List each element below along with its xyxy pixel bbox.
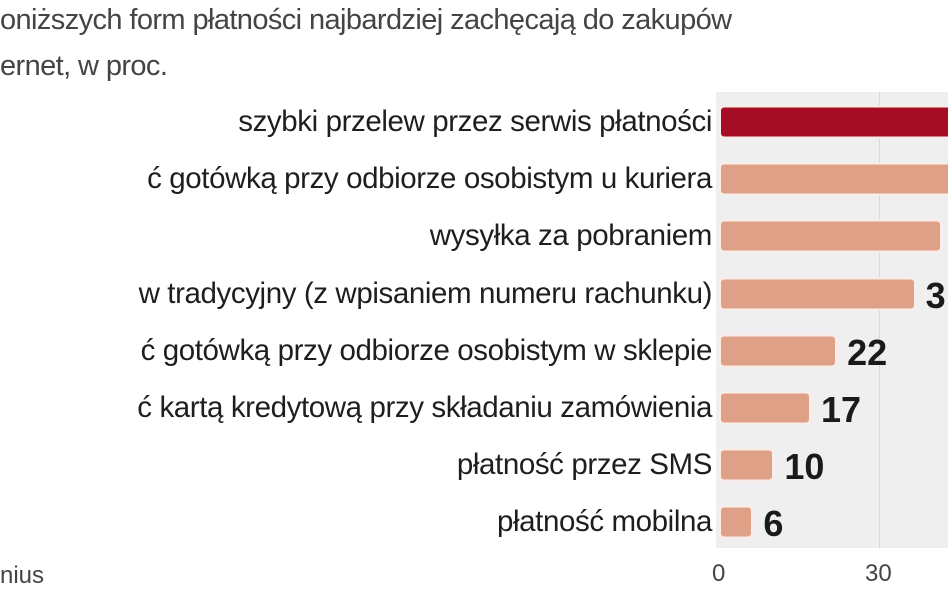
category-label: w tradycyjny (z wpisaniem numeru rachunk…	[138, 276, 713, 310]
x-tick-30: 30	[865, 560, 892, 587]
chart-title-line-1: oniższych form płatności najbardziej zac…	[0, 4, 732, 36]
value-label: 22	[847, 331, 888, 373]
category-label: płatność mobilna	[497, 505, 712, 539]
source-label: nius	[0, 562, 45, 589]
category-label: wysyłka za pobraniem	[429, 219, 713, 253]
value-label: 3	[925, 274, 946, 316]
chart-title-line-2: ernet, w proc.	[0, 50, 168, 82]
bar	[719, 505, 754, 539]
x-tick-0: 0	[712, 560, 726, 587]
category-label: płatność przez SMS	[456, 448, 713, 482]
category-label: ć kartą kredytową przy składaniu zamówie…	[137, 391, 712, 424]
value-label: 17	[820, 389, 861, 430]
bar	[719, 162, 948, 196]
bar	[719, 105, 948, 139]
bar	[719, 219, 942, 253]
value-label: 10	[784, 446, 825, 488]
bar	[719, 334, 838, 368]
category-label: szybki przelew przez serwis płatności	[238, 105, 712, 138]
category-label: ć gotówką przy odbiorze osobistym u kuri…	[147, 162, 712, 196]
bar	[719, 391, 811, 425]
value-label: 6	[763, 503, 784, 545]
gridline-30	[879, 92, 880, 548]
bar	[719, 277, 916, 311]
category-label: ć gotówką przy odbiorze osobistym w skle…	[140, 333, 713, 367]
bar	[719, 448, 775, 482]
